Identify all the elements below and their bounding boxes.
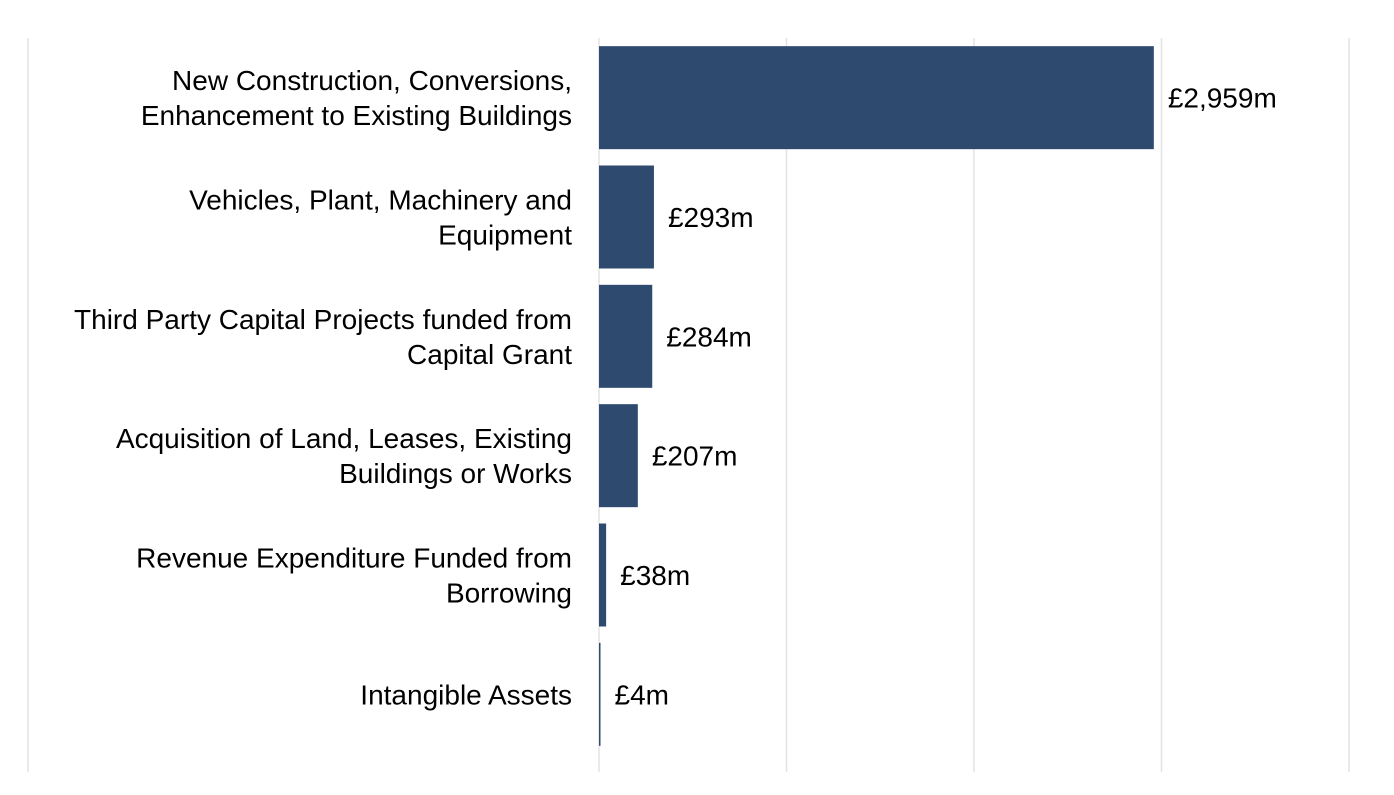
category-label: Vehicles, Plant, Machinery and Equipment <box>189 185 572 251</box>
category-label-line: Enhancement to Existing Buildings <box>141 100 572 131</box>
category-label: Acquisition of Land, Leases, Existing Bui… <box>116 423 572 489</box>
category-labels: New Construction, Conversions, Enhancemen… <box>74 65 572 710</box>
data-label: £4m <box>615 679 669 710</box>
category-label-line: Third Party Capital Projects funded from <box>74 304 572 335</box>
bar <box>599 46 1154 150</box>
category-label: Revenue Expenditure Funded from Borrowing <box>136 543 572 609</box>
data-label: £38m <box>620 560 690 591</box>
category-label-line: Acquisition of Land, Leases, Existing <box>116 423 572 454</box>
category-label: Third Party Capital Projects funded from… <box>74 304 572 370</box>
bar <box>599 642 601 746</box>
data-label: £293m <box>668 202 754 233</box>
category-label-line: Equipment <box>438 220 572 251</box>
bar <box>599 523 607 627</box>
category-label-line: Revenue Expenditure Funded from <box>136 543 572 574</box>
category-label-line: Buildings or Works <box>339 458 572 489</box>
category-label-line: Intangible Assets <box>360 679 572 710</box>
bar <box>599 284 653 388</box>
bar <box>599 404 638 508</box>
category-label: New Construction, Conversions, Enhancemen… <box>141 65 572 131</box>
category-label: Intangible Assets <box>360 679 572 710</box>
bar <box>599 165 654 269</box>
data-label: £284m <box>666 321 752 352</box>
data-labels: £2,959m £293m £284m £207m £38m £4m <box>615 83 1277 711</box>
category-label-line: New Construction, Conversions, <box>172 65 572 96</box>
gridlines <box>598 38 1350 772</box>
category-label-line: Borrowing <box>446 578 572 609</box>
data-label: £207m <box>652 441 738 472</box>
category-label-line: Vehicles, Plant, Machinery and <box>189 185 572 216</box>
data-label: £2,959m <box>1168 83 1277 114</box>
category-label-line: Capital Grant <box>407 339 572 370</box>
bars <box>599 46 1154 746</box>
